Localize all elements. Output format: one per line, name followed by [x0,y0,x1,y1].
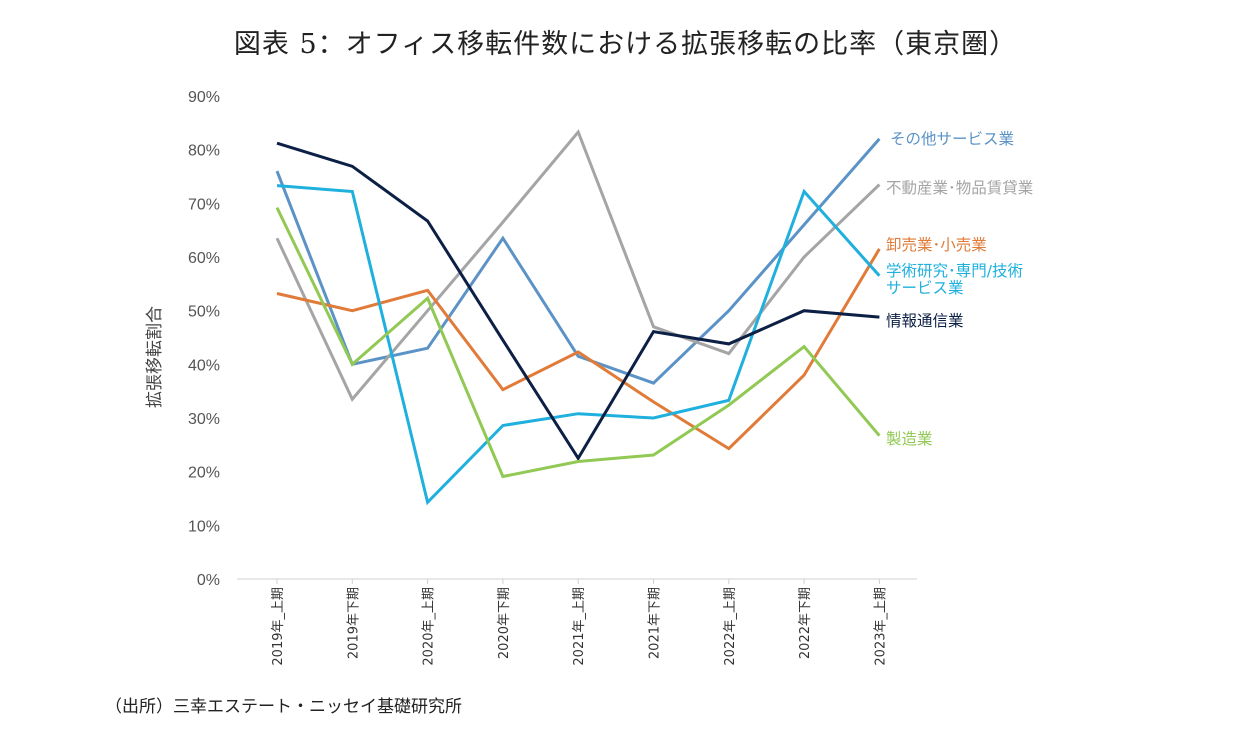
series-label: その他サービス業 [890,130,1014,148]
x-tick-label: 2022年下期 [798,587,813,659]
source-note: （出所）三幸エステート・ニッセイ基礎研究所 [105,697,462,717]
y-axis-label: 拡張移転割合 [145,306,165,408]
y-tick-label: 90% [188,89,220,106]
x-tick-label: 2021年_上期 [572,587,587,666]
series-label: 製造業 [886,430,933,448]
x-tick-label: 2023年_上期 [873,587,888,666]
x-tick-label: 2020年下期 [497,587,512,659]
chart-series-labels: その他サービス業不動産業･物品賃貸業卸売業･小売業学術研究･専門/技術サービス業… [886,130,1033,448]
series-label: 卸売業･小売業 [886,236,987,254]
y-tick-label: 0% [197,572,220,589]
y-tick-label: 10% [188,518,220,535]
y-tick-label: 50% [188,304,220,321]
series-line-2 [276,248,881,451]
x-tick-label: 2019年_上期 [271,587,286,666]
series-label: 不動産業･物品賃貸業 [886,179,1033,197]
series-label: サービス業 [886,279,964,297]
x-tick-label: 2020年_上期 [422,587,437,666]
y-tick-label: 60% [188,250,220,267]
y-tick-label: 40% [188,357,220,374]
series-line-3 [276,184,881,506]
series-line-0 [275,137,881,385]
chart-axes: 0% 10% 20% 30% 40% 50% 60% 70% 80% 90% 2019年_上期 201… [145,89,917,666]
series-label: 情報通信業 [886,312,964,330]
series-line-1 [275,129,881,402]
x-tick-label: 2021年下期 [648,587,663,659]
series-line-4 [276,141,880,462]
y-tick-label: 30% [188,411,220,428]
chart-title: 図表 5：オフィス移転件数における拡張移転の比率（東京圏） [233,29,1018,60]
y-tick-label: 80% [188,143,220,160]
y-tick-label: 20% [188,465,220,482]
series-label: 学術研究･専門/技術 [886,262,1023,280]
x-tick-label: 2022年_上期 [723,587,738,666]
series-line-5 [275,206,881,479]
x-tick-label: 2019年下期 [346,587,361,659]
chart-series-lines [275,129,881,506]
y-tick-label: 70% [188,196,220,213]
